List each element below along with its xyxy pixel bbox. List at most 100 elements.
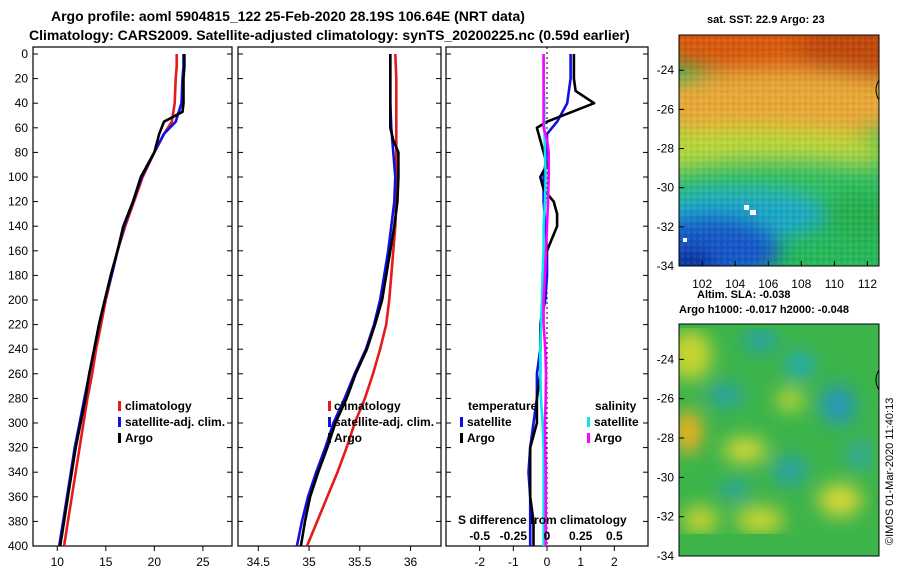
lat-tick-label: -26 xyxy=(657,102,675,116)
lat-tick-label: -30 xyxy=(657,181,675,195)
title-line-1: Argo profile: aoml 5904815_122 25-Feb-20… xyxy=(51,8,525,24)
s-tick-label: -0.25 xyxy=(500,529,528,543)
depth-tick-label: 160 xyxy=(8,244,28,258)
lat-tick-label: -26 xyxy=(657,392,675,406)
depth-tick-label: 40 xyxy=(15,96,29,110)
legend-temp-satellite-swatch xyxy=(460,417,463,427)
sst-missing-pixel xyxy=(744,205,749,210)
depth-tick-label: 220 xyxy=(8,318,28,332)
x-tick-label: 36 xyxy=(404,555,418,569)
sla-high-anomaly xyxy=(679,330,712,380)
sla-high-anomaly xyxy=(679,410,702,454)
depth-tick-label: 100 xyxy=(8,170,28,184)
depth-tick-label: 280 xyxy=(8,391,28,405)
lat-tick-label: -34 xyxy=(657,549,675,563)
x-tick-label: 10 xyxy=(51,555,65,569)
s-difference-ticks: -0.5 -0.25 0 0.25 0.5 xyxy=(469,529,623,543)
lon-tick-label: 104 xyxy=(725,277,745,291)
s-tick-label: 0 xyxy=(544,529,551,543)
sla-high-anomaly xyxy=(818,484,862,516)
legend-climatology: climatology xyxy=(334,399,401,413)
salinity-panel-frame xyxy=(237,46,442,547)
x-tick-label: 0 xyxy=(544,555,551,569)
lon-tick-label: 102 xyxy=(692,277,712,291)
x-tick-label: 35.5 xyxy=(348,555,372,569)
title-line-2: Climatology: CARS2009. Satellite-adjuste… xyxy=(29,27,630,43)
legend-temperature-header: temperature xyxy=(468,399,538,413)
legend-satellite-adj: satellite-adj. clim. xyxy=(334,415,434,429)
depth-tick-label: 260 xyxy=(8,367,28,381)
sla-map-subtitle: Argo h1000: -0.017 h2000: -0.048 xyxy=(679,304,849,316)
series-line-satellite-adj-clim- xyxy=(295,54,397,546)
lat-tick-label: -28 xyxy=(657,431,675,445)
legend-climatology: climatology xyxy=(125,399,192,413)
x-tick-label: -2 xyxy=(474,555,485,569)
s-tick-label: 0.25 xyxy=(569,529,593,543)
s-tick-label: -0.5 xyxy=(469,529,490,543)
sla-high-anomaly xyxy=(736,506,784,534)
sla-low-anomaly xyxy=(820,385,856,425)
depth-tick-label: 60 xyxy=(15,121,29,135)
sst-map-title: sat. SST: 22.9 Argo: 23 xyxy=(707,14,825,26)
legend-satellite-adj-swatch xyxy=(328,417,331,427)
depth-tick-label: 320 xyxy=(8,441,28,455)
lon-tick-label: 112 xyxy=(858,277,877,291)
legend-argo: Argo xyxy=(125,431,153,445)
sla-map-axes: -24 -26 -28 -30 -32 -34 xyxy=(657,352,684,563)
depth-tick-label: 200 xyxy=(8,293,28,307)
depth-axis: 0 20 40 60 80 100 120 140 160 180 200 220 240 260 280 3… xyxy=(8,47,28,553)
sla-high-anomaly xyxy=(723,438,767,462)
legend-satellite-adj: satellite-adj. clim. xyxy=(125,415,225,429)
depth-tick-label: 380 xyxy=(8,514,28,528)
s-difference-axis-label: S difference from climatology xyxy=(458,513,627,527)
legend-sal-argo: Argo xyxy=(594,431,622,445)
salinity-legend: climatology satellite-adj. clim. Argo xyxy=(328,399,434,445)
sla-low-anomaly xyxy=(772,456,808,484)
sst-missing-pixel xyxy=(750,210,756,215)
legend-climatology-swatch xyxy=(118,401,121,411)
sst-missing-pixel xyxy=(683,238,687,242)
lat-tick-label: -28 xyxy=(657,142,675,156)
difference-legend: temperature salinity satellite Argo sate… xyxy=(460,399,639,445)
legend-temp-argo-swatch xyxy=(460,433,463,443)
imos-credit: ©IMOS 01-Mar-2020 11:40:13 xyxy=(884,398,896,545)
series-line-argo xyxy=(299,54,400,546)
temperature-legend: climatology satellite-adj. clim. Argo xyxy=(118,399,225,445)
lat-tick-label: -32 xyxy=(657,510,675,524)
x-tick-label: -1 xyxy=(508,555,519,569)
salinity-panel: 34.5 35 35.5 36 xyxy=(238,53,441,569)
lon-tick-label: 106 xyxy=(758,277,778,291)
depth-tick-label: 80 xyxy=(15,145,29,159)
lat-tick-label: -32 xyxy=(657,220,675,234)
legend-argo: Argo xyxy=(334,431,362,445)
lat-tick-label: -34 xyxy=(657,259,675,273)
legend-climatology-swatch xyxy=(328,401,331,411)
lat-tick-label: -30 xyxy=(657,470,675,484)
depth-tick-label: 180 xyxy=(8,268,28,282)
depth-tick-label: 140 xyxy=(8,219,28,233)
depth-tick-label: 360 xyxy=(8,490,28,504)
legend-sal-argo-swatch xyxy=(587,433,590,443)
temperature-panel-frame xyxy=(32,46,233,547)
sla-map xyxy=(679,324,879,556)
depth-tick-label: 20 xyxy=(15,72,29,86)
difference-panel: -2 -1 0 1 2 xyxy=(446,47,648,569)
sla-high-anomaly xyxy=(776,388,804,412)
depth-tick-label: 0 xyxy=(21,47,28,61)
lon-tick-label: 110 xyxy=(825,277,844,291)
sla-map-title: Altim. SLA: -0.038 xyxy=(697,289,791,301)
legend-argo-swatch xyxy=(118,433,121,443)
legend-sal-satellite: satellite xyxy=(594,415,639,429)
depth-tick-label: 240 xyxy=(8,342,28,356)
sla-coastline xyxy=(875,369,880,391)
legend-salinity-header: salinity xyxy=(595,399,637,413)
x-tick-label: 34.5 xyxy=(247,555,271,569)
depth-tick-label: 120 xyxy=(8,195,28,209)
sla-low-anomaly xyxy=(786,351,814,379)
series-line-satellite-adj-clim- xyxy=(57,54,185,546)
sla-high-anomaly xyxy=(682,506,718,534)
lat-tick-label: -24 xyxy=(657,63,675,77)
x-tick-label: 35 xyxy=(302,555,316,569)
sst-map-frame xyxy=(678,34,880,267)
depth-tick-label: 340 xyxy=(8,465,28,479)
